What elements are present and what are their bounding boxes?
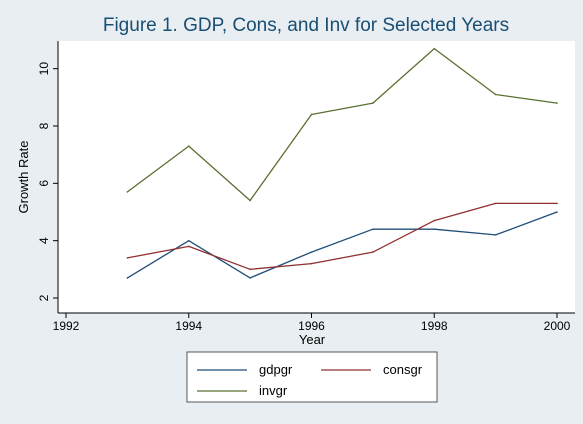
data-point-gdpgr-2000 (556, 211, 558, 213)
series-line-consgr (127, 202, 557, 270)
data-point-invgr-1996 (310, 113, 313, 116)
data-point-consgr-1994 (187, 245, 190, 248)
y-tick-label-6: 6 (37, 180, 51, 187)
data-point-gdpgr-1997 (372, 228, 374, 230)
x-tick-label-2000: 2000 (544, 319, 571, 333)
plot-area (58, 41, 575, 313)
data-point-invgr-1999 (494, 93, 497, 96)
data-point-invgr-1997 (372, 102, 374, 104)
data-point-invgr-1993 (126, 191, 129, 193)
y-tick-label-4: 4 (37, 237, 51, 244)
data-point-gdpgr-1994 (187, 239, 190, 242)
x-tick-label-1996: 1996 (298, 319, 325, 333)
data-point-gdpgr-1998 (433, 228, 436, 230)
data-point-consgr-1993 (126, 257, 129, 259)
chart-title: Figure 1. GDP, Cons, and Inv for Selecte… (103, 15, 509, 36)
series-line-invgr (127, 47, 558, 202)
data-point-gdpgr-1995 (249, 277, 251, 279)
data-point-invgr-1998 (433, 47, 436, 50)
legend-label-invgr: invgr (259, 383, 288, 398)
x-tick-label-1994: 1994 (175, 319, 202, 333)
y-tick-label-10: 10 (37, 62, 51, 76)
x-tick-label-1992: 1992 (53, 319, 80, 333)
data-point-consgr-1996 (310, 262, 313, 265)
data-point-consgr-2000 (556, 202, 558, 205)
data-point-invgr-1995 (249, 199, 251, 202)
legend-label-gdpgr: gdpgr (259, 362, 293, 377)
data-point-gdpgr-1999 (494, 234, 497, 236)
x-tick-label-1998: 1998 (421, 319, 448, 333)
legend-items: gdpgr consgr invgr (197, 362, 423, 398)
legend-label-consgr: consgr (383, 362, 423, 377)
legend: gdpgr consgr invgr (186, 351, 438, 403)
axes: 1992 1994 1996 1998 2000 2 4 6 8 10 (37, 41, 575, 333)
x-axis-label: Year (299, 332, 326, 347)
data-point-gdpgr-1993 (126, 277, 129, 279)
series-line-gdpgr (127, 211, 558, 279)
y-axis-label: Growth Rate (16, 141, 31, 214)
data-point-consgr-1999 (494, 202, 497, 205)
data-point-consgr-1995 (249, 268, 251, 271)
y-tick-label-8: 8 (37, 122, 51, 129)
series-lines (126, 47, 558, 279)
data-point-invgr-2000 (556, 102, 558, 104)
data-point-gdpgr-1996 (310, 251, 313, 253)
legend-box (186, 351, 438, 403)
data-point-invgr-1994 (187, 145, 190, 147)
data-point-consgr-1998 (433, 219, 436, 222)
data-point-consgr-1997 (372, 251, 374, 253)
y-tick-label-2: 2 (37, 294, 51, 301)
